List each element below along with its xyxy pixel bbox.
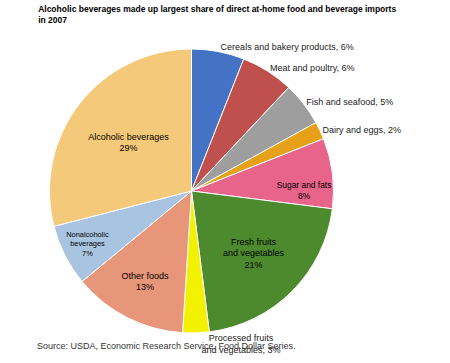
svg-text:Nonalcoholicbeverages7%: Nonalcoholicbeverages7%	[66, 230, 109, 258]
svg-text:Fresh fruitsand vegetables21%: Fresh fruitsand vegetables21%	[223, 237, 285, 270]
svg-text:Processed fruitsand vegetables: Processed fruitsand vegetables, 3%	[201, 333, 280, 355]
svg-text:Alcoholic beverages made up la: Alcoholic beverages made up largest shar…	[38, 4, 396, 25]
svg-text:Meat and poultry, 6%: Meat and poultry, 6%	[270, 63, 354, 73]
svg-text:Sugar and fats8%: Sugar and fats8%	[277, 180, 332, 201]
svg-text:Source: USDA, Economic Researc: Source: USDA, Economic Research Service,…	[37, 341, 296, 351]
svg-text:Dairy and eggs, 2%: Dairy and eggs, 2%	[322, 125, 401, 135]
svg-text:Cereals and bakery products, 6: Cereals and bakery products, 6%	[221, 42, 354, 52]
svg-text:Fish and seafood, 5%: Fish and seafood, 5%	[306, 97, 393, 107]
svg-text:Other foods13%: Other foods13%	[122, 271, 170, 293]
svg-text:Alcoholic beverages29%: Alcoholic beverages29%	[88, 132, 169, 154]
